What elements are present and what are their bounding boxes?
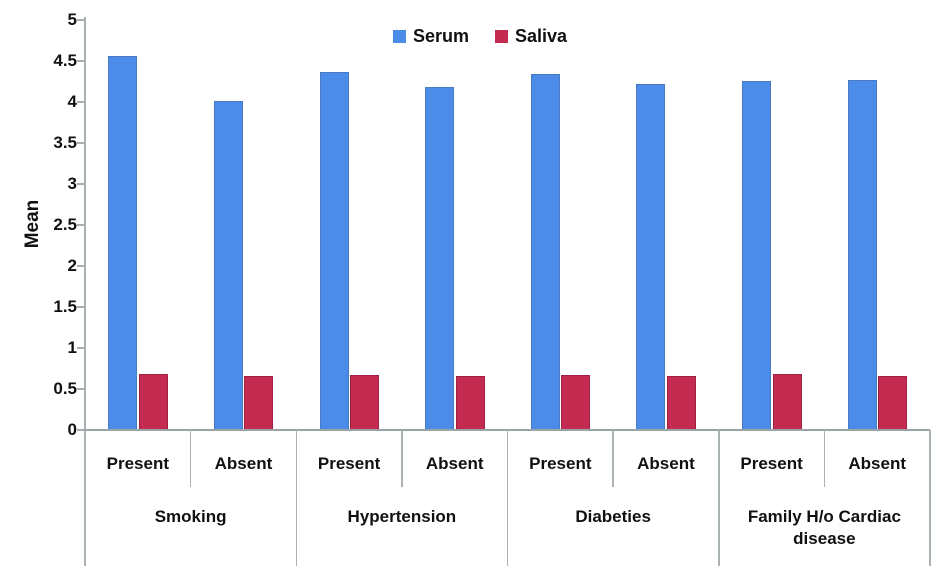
x-label-present: Present (740, 454, 803, 473)
y-tick-mark (77, 224, 84, 226)
bar-serum-diabeties-present (530, 74, 560, 430)
y-tick-mark (77, 19, 84, 21)
bar-serum-diabeties-absent (636, 83, 666, 430)
legend-label-serum: Serum (413, 26, 470, 46)
y-tick-mark (77, 265, 84, 267)
x-group-label-diabeties: Diabeties (575, 507, 651, 526)
bar-serum-smoking-present (108, 56, 138, 430)
bar-saliva-diabeties-absent (666, 375, 696, 430)
bar-serum-hypertension-absent (425, 87, 455, 430)
bar-serum-hypertension-present (319, 71, 349, 430)
legend-item-saliva: Saliva (495, 26, 567, 47)
y-tick-label: 5 (67, 10, 77, 29)
y-tick-label: 3 (67, 174, 77, 193)
bar-saliva-smoking-absent (244, 375, 274, 430)
legend-swatch-saliva (495, 30, 509, 43)
bar-serum-smoking-absent (213, 101, 243, 430)
y-tick-mark (77, 183, 84, 185)
x-axis-line (83, 429, 930, 431)
bar-saliva-smoking-present (138, 374, 168, 430)
subcategory-divider-line (612, 430, 614, 487)
legend-swatch-serum (393, 30, 406, 43)
y-tick-mark (77, 142, 84, 144)
y-tick-label: 2.5 (53, 215, 77, 234)
group-divider-line (84, 430, 86, 566)
x-label-absent: Absent (637, 454, 695, 473)
subcategory-divider-line (401, 430, 403, 487)
x-label-present: Present (317, 454, 381, 473)
legend-item-serum: Serum (393, 26, 469, 47)
bar-serum-family-h-o-cardiac-disease-present (742, 80, 772, 430)
group-divider-line (295, 430, 297, 566)
chart-legend: Serum Saliva (393, 26, 567, 47)
y-tick-label: 4 (67, 92, 77, 111)
x-label-present: Present (106, 454, 169, 473)
x-label-absent: Absent (425, 454, 484, 473)
y-tick-label: 4.5 (53, 51, 77, 70)
y-tick-mark (77, 60, 84, 62)
bar-serum-family-h-o-cardiac-disease-absent (847, 79, 877, 430)
bar-saliva-diabeties-present (561, 375, 591, 430)
x-group-label-smoking: Smoking (154, 507, 227, 526)
bar-saliva-family-h-o-cardiac-disease-absent (878, 375, 908, 430)
bar-saliva-hypertension-absent (455, 375, 485, 430)
y-tick-mark (77, 347, 84, 349)
bar-saliva-family-h-o-cardiac-disease-present (772, 374, 802, 430)
y-tick-label: 1.5 (53, 297, 77, 316)
y-tick-mark (77, 388, 84, 390)
x-group-label-hypertension: Hypertension (347, 507, 457, 526)
subcategory-divider-line (823, 430, 826, 487)
y-tick-label: 0 (67, 420, 77, 439)
group-divider-line (506, 430, 509, 566)
bar-saliva-hypertension-present (350, 375, 380, 430)
y-tick-label: 3.5 (53, 133, 77, 152)
subcategory-divider-line (189, 430, 192, 487)
y-tick-mark (77, 306, 84, 308)
x-group-label-family-h-o-cardiac-disease: Family H/o Cardiac disease (747, 507, 901, 548)
x-label-absent: Absent (214, 454, 273, 473)
x-label-present: Present (529, 454, 592, 473)
y-tick-label: 0.5 (53, 379, 77, 398)
x-label-absent: Absent (848, 454, 906, 473)
y-tick-label: 1 (67, 338, 77, 357)
y-tick-label: 2 (67, 256, 77, 275)
group-divider-line (718, 430, 720, 566)
group-divider-line (929, 430, 931, 566)
y-tick-mark (77, 429, 84, 431)
legend-label-saliva: Saliva (515, 26, 568, 46)
y-axis-line (84, 17, 86, 432)
y-tick-mark (77, 101, 84, 103)
